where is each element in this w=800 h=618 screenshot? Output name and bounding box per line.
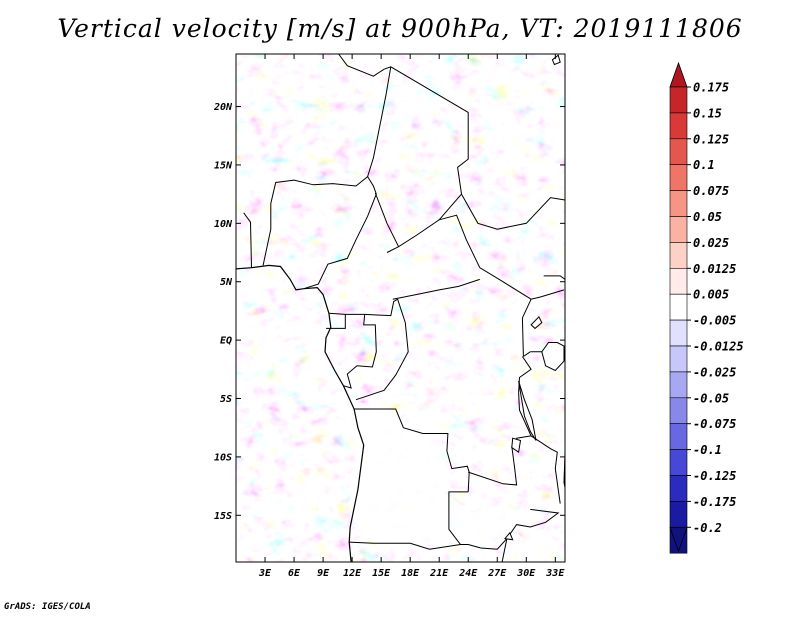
colorbar-segment [669, 423, 688, 450]
colorbar-label: 0.075 [693, 184, 729, 198]
country-border [354, 408, 470, 492]
country-border [343, 314, 377, 389]
colorbar-label: -0.05 [693, 391, 729, 405]
country-border [328, 298, 398, 317]
country-border [349, 541, 461, 550]
country-border [243, 212, 252, 268]
country-border [367, 66, 392, 177]
colorbar-bottom-arrow [669, 526, 688, 553]
lon-tick-label: 27E [487, 568, 507, 579]
colorbar-segment [669, 293, 688, 321]
lon-tick-label: 15E [372, 568, 391, 579]
lon-tick-label: 9E [317, 568, 330, 579]
lon-tick-label: 18E [401, 568, 420, 579]
lat-tick-label: 15S [214, 511, 232, 522]
lake-outline [530, 315, 543, 330]
lat-tick-label: 15N [214, 160, 233, 171]
country-border [270, 176, 368, 204]
colorbar-label: 0.05 [693, 210, 722, 224]
colorbar: 0.175 0.15 0.125 0.1 0.075 0.05 0.025 0.0125 0.0… [669, 61, 744, 554]
country-border [461, 193, 565, 230]
colorbar-label: -0.025 [693, 365, 736, 379]
lon-tick-label: 6E [288, 568, 301, 579]
colorbar-label: 0.025 [693, 236, 729, 250]
colorbar-segment [669, 371, 688, 399]
lake-outline [551, 54, 561, 66]
country-border [501, 538, 508, 562]
colorbar-label: -0.0125 [693, 340, 744, 354]
colorbar-label: -0.2 [693, 521, 722, 535]
country-border [326, 314, 346, 329]
lake-outline [504, 531, 514, 541]
colorbar-label: -0.175 [693, 495, 736, 509]
country-border [355, 299, 409, 401]
lon-tick-label: 21E [429, 568, 449, 579]
country-border [448, 491, 481, 549]
lake-outline [511, 437, 522, 454]
lon-tick-label: 24E [458, 568, 478, 579]
grads-credit: GrADS: IGES/COLA [4, 602, 91, 612]
colorbar-label: 0.15 [693, 106, 722, 120]
colorbar-segment [669, 449, 688, 476]
colorbar-segment [669, 138, 688, 166]
country-border [392, 278, 480, 300]
lon-tick-label: 3E [258, 568, 272, 579]
lat-tick-label: 20N [213, 102, 233, 113]
colorbar-segment [669, 319, 688, 347]
colorbar-segment [669, 112, 688, 140]
colorbar-label: 0.005 [693, 288, 729, 302]
country-border [523, 351, 531, 357]
lake-outline [541, 342, 565, 372]
lat-tick-label: 10S [214, 452, 232, 463]
colorbar-label: -0.125 [693, 469, 736, 483]
colorbar-label: 0.1 [693, 158, 715, 172]
weak-signal-region [354, 402, 505, 545]
colorbar-label: 0.0125 [693, 262, 736, 276]
country-border [262, 203, 272, 266]
map-panel: 20N 15N 10N 5N EQ 5S 10S 15S 3E 6E 9E 12E 15E 18E 21E 2… [213, 53, 566, 579]
colorbar-label: -0.005 [693, 314, 736, 328]
colorbar-top-arrow [669, 61, 688, 88]
country-border [521, 298, 532, 319]
colorbar-label: -0.1 [693, 443, 722, 457]
lat-tick-label: 10N [214, 219, 233, 230]
map-title: Vertical velocity [m/s] at 900hPa, VT: 2… [57, 14, 743, 43]
lake-outline [518, 380, 537, 441]
lon-tick-label: 33E [545, 568, 565, 579]
colorbar-segment [669, 345, 688, 373]
colorbar-segment [669, 164, 688, 191]
lat-tick-label: 5S [220, 394, 232, 405]
colorbar-segment [669, 242, 688, 269]
colorbar-segment [669, 86, 688, 114]
country-border [530, 435, 561, 504]
lon-tick-label: 12E [343, 568, 362, 579]
colorbar-label: 0.175 [693, 81, 729, 95]
lat-tick-label: EQ [220, 336, 232, 347]
country-border [303, 176, 377, 290]
lat-tick-label: 5N [220, 277, 233, 288]
coastline [236, 264, 365, 562]
colorbar-segment [669, 475, 688, 502]
map-frame [235, 53, 566, 563]
country-border [374, 192, 462, 248]
colorbar-segment [669, 267, 688, 295]
colorbar-segment [669, 216, 688, 243]
colorbar-segment [669, 501, 688, 528]
lon-tick-label: 30E [516, 568, 536, 579]
country-border [543, 275, 565, 280]
country-border [386, 246, 399, 253]
country-border [480, 508, 560, 550]
colorbar-label: -0.075 [693, 417, 736, 431]
country-border [521, 317, 524, 357]
country-border [439, 214, 565, 300]
colorbar-segment [669, 397, 688, 424]
colorbar-segment [669, 190, 688, 217]
colorbar-label: 0.125 [693, 132, 729, 146]
